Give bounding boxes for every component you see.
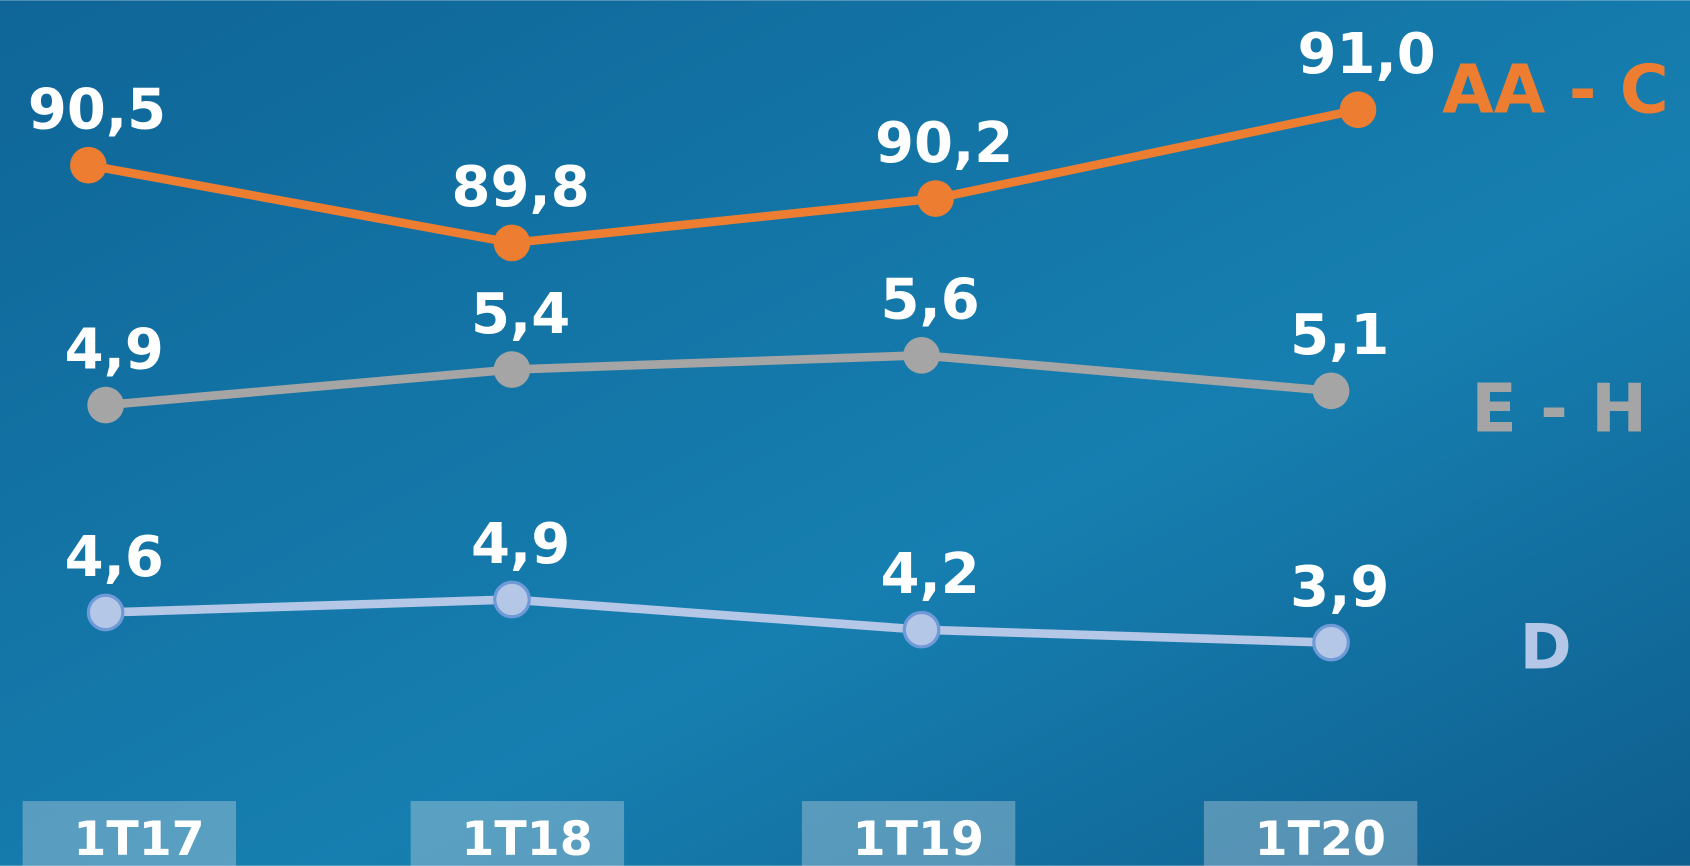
point [70, 146, 107, 184]
point [903, 336, 940, 374]
category-box [22, 801, 237, 866]
series-line [105, 595, 1332, 647]
data-label: 4,6 [65, 525, 164, 590]
legend-label: E - H [1471, 369, 1647, 447]
x-tick-label: 1T20 [1255, 812, 1386, 866]
data-label: 90,5 [28, 78, 166, 143]
point [902, 610, 941, 649]
category-box [801, 801, 1016, 866]
data-label: 4,2 [881, 542, 980, 607]
point [493, 351, 531, 388]
point [1312, 372, 1350, 410]
x-tick-label: 1T17 [73, 812, 204, 866]
data-label: 89,8 [451, 155, 589, 220]
data-label: 5,6 [881, 268, 980, 333]
category-box [410, 801, 625, 866]
legend-label: D [1520, 611, 1572, 684]
data-label: 90,2 [875, 111, 1013, 176]
data-label: 5,1 [1290, 303, 1389, 368]
series-line [87, 105, 1359, 248]
data-label: 5,4 [471, 282, 570, 347]
point [493, 224, 531, 262]
point [86, 593, 125, 632]
point [1339, 91, 1377, 129]
point [87, 386, 124, 424]
data-label: 91,0 [1298, 22, 1436, 87]
point [493, 580, 531, 619]
series-line [105, 350, 1332, 410]
category-box [1203, 801, 1418, 866]
point [1312, 623, 1350, 662]
x-tick-label: 1T19 [853, 812, 984, 866]
data-label: 4,9 [471, 512, 570, 577]
x-tick-label: 1T18 [461, 812, 592, 866]
point [917, 180, 954, 217]
data-label: 4,9 [65, 317, 164, 382]
data-label: 3,9 [1290, 555, 1389, 620]
legend-label: AA - C [1442, 50, 1669, 128]
